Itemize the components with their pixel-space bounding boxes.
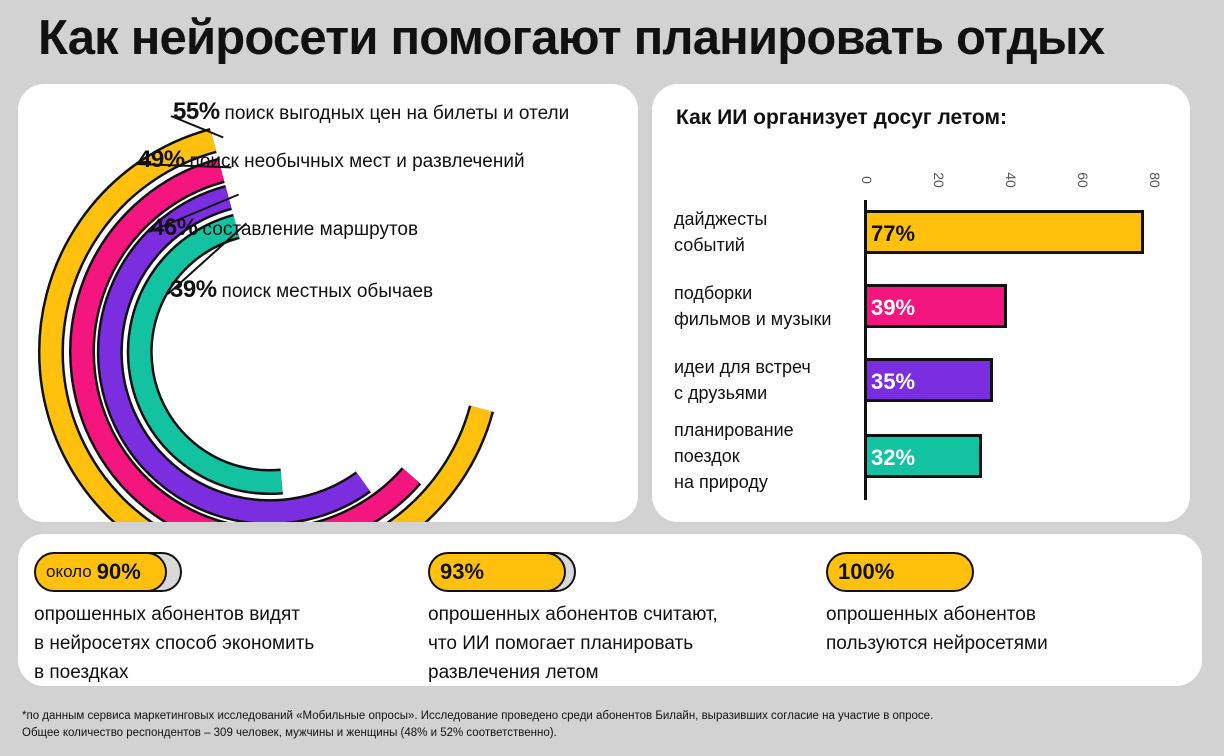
bar-nature-trips: 32% (867, 434, 983, 478)
bar-chart-panel: Как ИИ организует досуг летом: 0 20 40 60 80… (652, 84, 1190, 522)
stat-pill: 93% (428, 552, 576, 592)
radial-category-label: составление маршрутов (202, 219, 419, 240)
stat-pill: 100% (826, 552, 974, 592)
stat-3: 100% опрошенных абонентов пользуются нейро… (826, 552, 1048, 658)
stat-pill: около 90% (34, 552, 182, 592)
bar-category-label-line: фильмов и музыки (674, 309, 832, 329)
stat-description: опрошенных абонентов пользуются нейросетя… (826, 600, 1048, 658)
page-title: Как нейросети помогают планировать отдых (38, 11, 1105, 65)
bar-meetings: 35% (867, 358, 993, 402)
stat-prefix: около (46, 562, 92, 581)
bar-films-music: 39% (867, 284, 1008, 328)
stat-description-line: развлечения летом (428, 662, 599, 683)
bar-value-label: 39% (871, 295, 916, 320)
bar-category-label-line: подборки (674, 283, 753, 303)
bar-category-label-digests: дайджесты событий (674, 206, 864, 258)
bar-category-label-nature-trips: планирование поездок на природу (674, 417, 864, 495)
stat-1: около 90% опрошенных абонентов видят в нейр… (34, 552, 314, 687)
radial-label-routes: 46% составление маршрутов (151, 214, 418, 242)
bar-chart-tick-label: 0 (859, 176, 875, 184)
radial-bar-routes (99, 187, 370, 522)
stat-description-line: опрошенных абонентов считают, (428, 604, 718, 625)
radial-label-unusual-places: 49% поиск необычных мест и развлечений (138, 146, 525, 174)
bar-value-label: 32% (871, 445, 916, 470)
stat-pill-fill: 100% (826, 552, 974, 592)
bar-chart-title: Как ИИ организует досуг летом: (676, 106, 1008, 129)
bar-category-label-line: с друзьями (674, 383, 768, 403)
footnote-line: *по данным сервиса маркетинговых исследо… (22, 710, 934, 722)
bar-category-label-meetings: идеи для встреч с друзьями (674, 354, 864, 406)
bar-category-label-line: событий (674, 235, 745, 255)
stat-description-line: в нейросетях способ экономить (34, 633, 315, 654)
radial-category-label: поиск выгодных цен на билеты и отели (224, 103, 570, 124)
radial-category-label: поиск необычных мест и развлечений (189, 151, 525, 172)
radial-leader-line-routes (148, 193, 239, 233)
bar-chart-tick-label: 20 (931, 172, 947, 188)
radial-category-label: поиск местных обычаев (221, 281, 434, 302)
footnote: *по данным сервиса маркетинговых исследо… (22, 708, 933, 742)
radial-value-label: 55% (173, 98, 220, 125)
bar-chart-tick-label: 60 (1075, 172, 1091, 188)
radial-leader-line-tickets-hotels (170, 115, 224, 139)
bar-category-label-line: поездок (674, 446, 740, 466)
radial-chart-panel: 55% поиск выгодных цен на билеты и отели 4… (18, 84, 638, 522)
radial-value-label: 49% (138, 146, 185, 173)
bar-chart-axis (864, 200, 867, 500)
radial-bar-unusual-places (71, 160, 420, 522)
stat-2: 93% опрошенных абонентов считают, что ИИ п… (428, 552, 718, 687)
footnote-line: Общее количество респондентов – 309 чело… (22, 727, 557, 739)
radial-value-label: 46% (151, 214, 198, 241)
stat-pill-fill: около 90% (34, 552, 168, 592)
stat-description-line: пользуются нейросетями (826, 633, 1048, 654)
bar-category-label-line: идеи для встреч (674, 357, 811, 377)
stat-value: 100% (838, 559, 895, 584)
stat-value: 93% (440, 559, 485, 584)
stat-pill-fill: 93% (428, 552, 566, 592)
bar-value-label: 35% (871, 369, 916, 394)
stat-value: 90% (96, 559, 141, 584)
radial-leader-line-local-customs (167, 222, 248, 295)
bar-chart-tick-label: 40 (1003, 172, 1019, 188)
radial-label-local-customs: 39% поиск местных обычаев (170, 276, 433, 304)
stat-description: опрошенных абонентов считают, что ИИ помо… (428, 600, 718, 687)
radial-leader-line-unusual-places (135, 163, 232, 169)
bar-value-label: 77% (871, 221, 916, 246)
radial-bar-tickets-hotels (40, 130, 492, 522)
bar-category-label-line: планирование (674, 420, 794, 440)
radial-value-label: 39% (170, 276, 217, 303)
stats-panel: около 90% опрошенных абонентов видят в нейр… (18, 534, 1202, 686)
bar-category-label-line: дайджесты (674, 209, 768, 229)
radial-bar-local-customs (129, 216, 283, 493)
radial-chart (38, 115, 495, 522)
bar-digests: 77% (867, 210, 1145, 254)
radial-label-tickets-hotels: 55% поиск выгодных цен на билеты и отели (173, 98, 569, 126)
bar-category-label-line: на природу (674, 472, 768, 492)
stat-description-line: что ИИ помогает планировать (428, 633, 694, 654)
stat-description: опрошенных абонентов видят в нейросетях с… (34, 600, 314, 687)
stat-description-line: в поездках (34, 662, 129, 683)
bar-category-label-films-music: подборки фильмов и музыки (674, 280, 864, 332)
stat-description-line: опрошенных абонентов (826, 604, 1036, 625)
bar-chart-tick-label: 80 (1147, 172, 1163, 188)
stat-description-line: опрошенных абонентов видят (34, 604, 300, 625)
